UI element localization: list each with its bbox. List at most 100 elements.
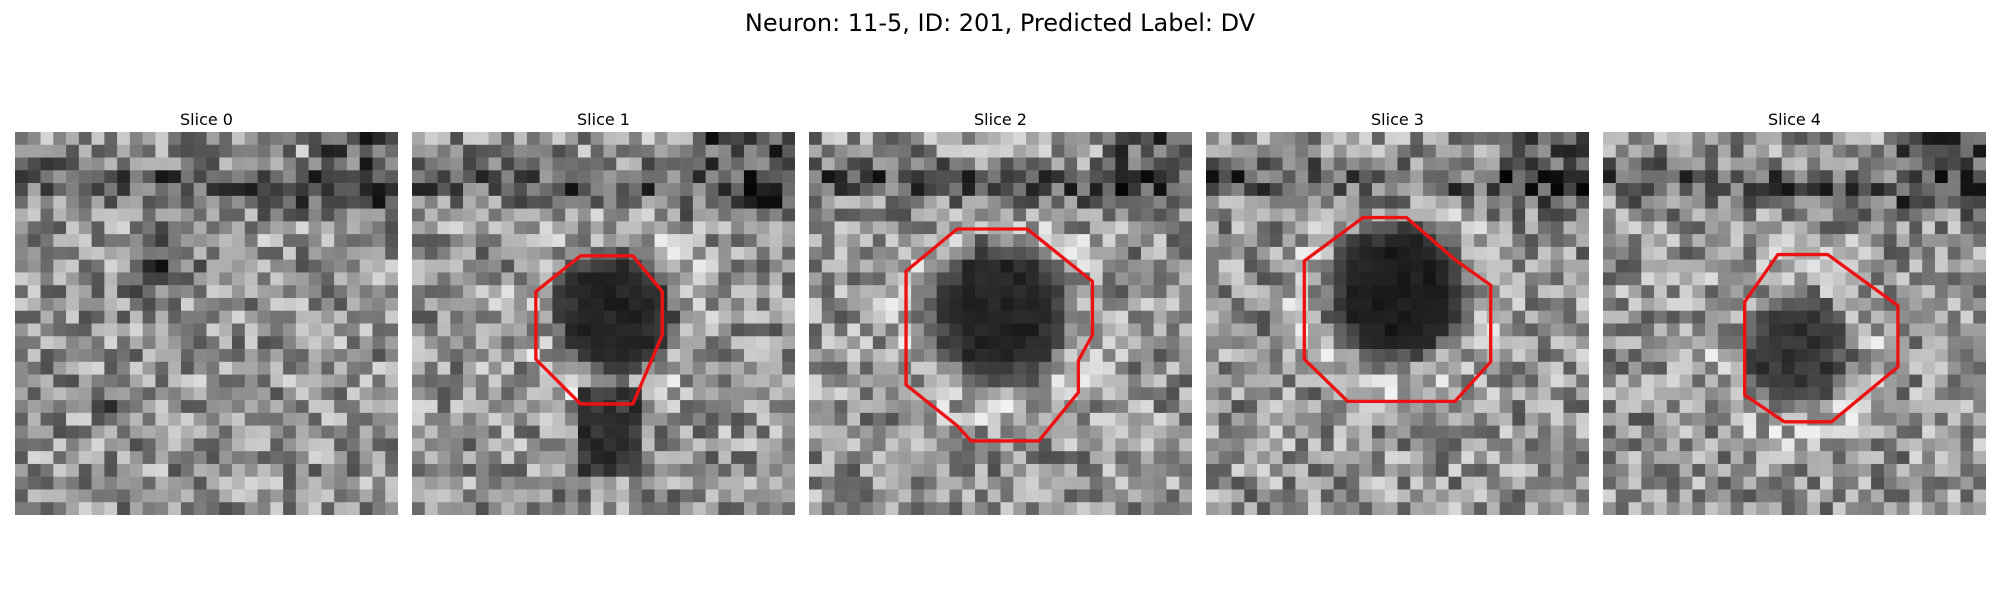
pixel (1883, 451, 1897, 465)
pixel (1346, 157, 1360, 171)
pixel (847, 489, 861, 503)
pixel (53, 272, 67, 286)
pixel (1115, 387, 1129, 401)
pixel (385, 463, 398, 477)
pixel (334, 476, 348, 490)
pixel (1871, 336, 1885, 350)
pixel (769, 400, 783, 414)
pixel (911, 246, 925, 260)
pixel (1499, 349, 1513, 363)
pixel (731, 259, 745, 273)
pixel (1410, 451, 1424, 465)
pixel (1576, 170, 1589, 184)
pixel (1026, 157, 1040, 171)
pixel (1257, 170, 1271, 184)
pixel (1218, 400, 1232, 414)
pixel (1435, 208, 1449, 222)
pixel (1896, 425, 1910, 439)
pixel (1026, 502, 1040, 515)
pixel (129, 259, 143, 273)
pixel (437, 336, 451, 350)
pixel (142, 438, 156, 452)
pixel (180, 349, 194, 363)
pixel (782, 183, 795, 197)
pixel (641, 272, 655, 286)
pixel (1615, 132, 1629, 146)
pixel (885, 400, 899, 414)
pixel (1435, 476, 1449, 490)
pixel (1026, 208, 1040, 222)
pixel (40, 349, 54, 363)
pixel (1537, 502, 1551, 515)
pixel (654, 502, 668, 515)
pixel (1896, 272, 1910, 286)
pixel (1064, 234, 1078, 248)
pixel (1102, 438, 1116, 452)
pixel (1371, 489, 1385, 503)
pixel (117, 463, 131, 477)
pixel (450, 272, 464, 286)
pixel (616, 195, 630, 209)
pixel (1102, 310, 1116, 324)
pixel (1909, 157, 1923, 171)
pixel (629, 132, 643, 146)
pixel (257, 451, 271, 465)
pixel (1384, 438, 1398, 452)
pixel (1883, 438, 1897, 452)
pixel (1140, 387, 1154, 401)
pixel (1474, 297, 1488, 311)
pixel (1000, 285, 1014, 299)
pixel (372, 374, 386, 388)
pixel (847, 463, 861, 477)
pixel (372, 412, 386, 426)
pixel (1051, 438, 1065, 452)
pixel (372, 425, 386, 439)
pixel (872, 400, 886, 414)
pixel (1768, 349, 1782, 363)
pixel (295, 400, 309, 414)
pixel (1257, 438, 1271, 452)
pixel (1692, 246, 1706, 260)
pixel (654, 489, 668, 503)
pixel (257, 297, 271, 311)
pixel (1603, 221, 1617, 235)
pixel (1410, 246, 1424, 260)
pixel (1807, 425, 1821, 439)
pixel (283, 412, 297, 426)
pixel (180, 272, 194, 286)
pixel (1768, 132, 1782, 146)
pixel (104, 208, 118, 222)
pixel (53, 476, 67, 490)
pixel (283, 183, 297, 197)
pixel (667, 234, 681, 248)
pixel (424, 476, 438, 490)
pixel (412, 438, 426, 452)
pixel (385, 349, 398, 363)
pixel (1858, 144, 1872, 158)
pixel (206, 400, 220, 414)
pixel (782, 349, 795, 363)
pixel (809, 412, 823, 426)
pixel (232, 157, 246, 171)
pixel (565, 170, 579, 184)
pixel (1384, 387, 1398, 401)
pixel (501, 157, 515, 171)
pixel (616, 374, 630, 388)
pixel (1282, 285, 1296, 299)
pixel (463, 310, 477, 324)
pixel (270, 489, 284, 503)
pixel (949, 387, 963, 401)
pixel (1756, 144, 1770, 158)
pixel (1397, 349, 1411, 363)
pixel (1871, 246, 1885, 260)
pixel (1257, 412, 1271, 426)
pixel (334, 349, 348, 363)
pixel (129, 349, 143, 363)
pixel (1896, 170, 1910, 184)
pixel (1371, 144, 1385, 158)
pixel (1140, 400, 1154, 414)
pixel (1231, 387, 1245, 401)
pixel (1512, 195, 1526, 209)
pixel (782, 221, 795, 235)
pixel (692, 285, 706, 299)
